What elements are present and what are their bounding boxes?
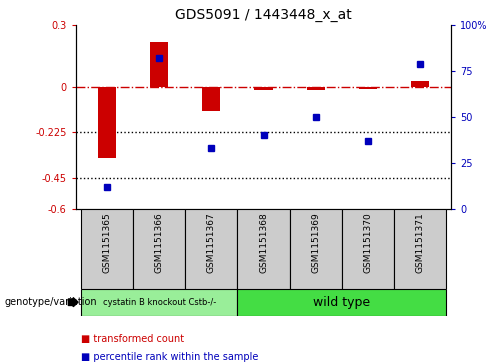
Text: GSM1151366: GSM1151366 [155,213,163,273]
Text: GSM1151365: GSM1151365 [102,213,111,273]
Bar [306,86,325,90]
Bar [133,209,185,289]
Bar [185,209,238,289]
Text: GSM1151371: GSM1151371 [416,213,425,273]
Text: GSM1151369: GSM1151369 [311,213,320,273]
Bar [254,86,273,90]
Text: GSM1151370: GSM1151370 [364,213,372,273]
Text: GSM1151368: GSM1151368 [259,213,268,273]
Bar [238,209,289,289]
Bar [411,81,429,86]
Bar [289,209,342,289]
Bar [359,86,377,89]
Text: cystatin B knockout Cstb-/-: cystatin B knockout Cstb-/- [102,298,216,307]
Title: GDS5091 / 1443448_x_at: GDS5091 / 1443448_x_at [175,8,352,22]
Bar [238,289,446,316]
Text: ■ transformed count: ■ transformed count [81,334,183,344]
Text: ■ percentile rank within the sample: ■ percentile rank within the sample [81,352,258,362]
Bar [202,86,221,111]
Bar [150,42,168,86]
Text: GSM1151367: GSM1151367 [207,213,216,273]
Bar [342,209,394,289]
Text: wild type: wild type [313,296,370,309]
Bar [394,209,446,289]
Bar [98,86,116,158]
Text: genotype/variation: genotype/variation [5,297,98,307]
Bar [81,289,238,316]
Bar [81,209,133,289]
